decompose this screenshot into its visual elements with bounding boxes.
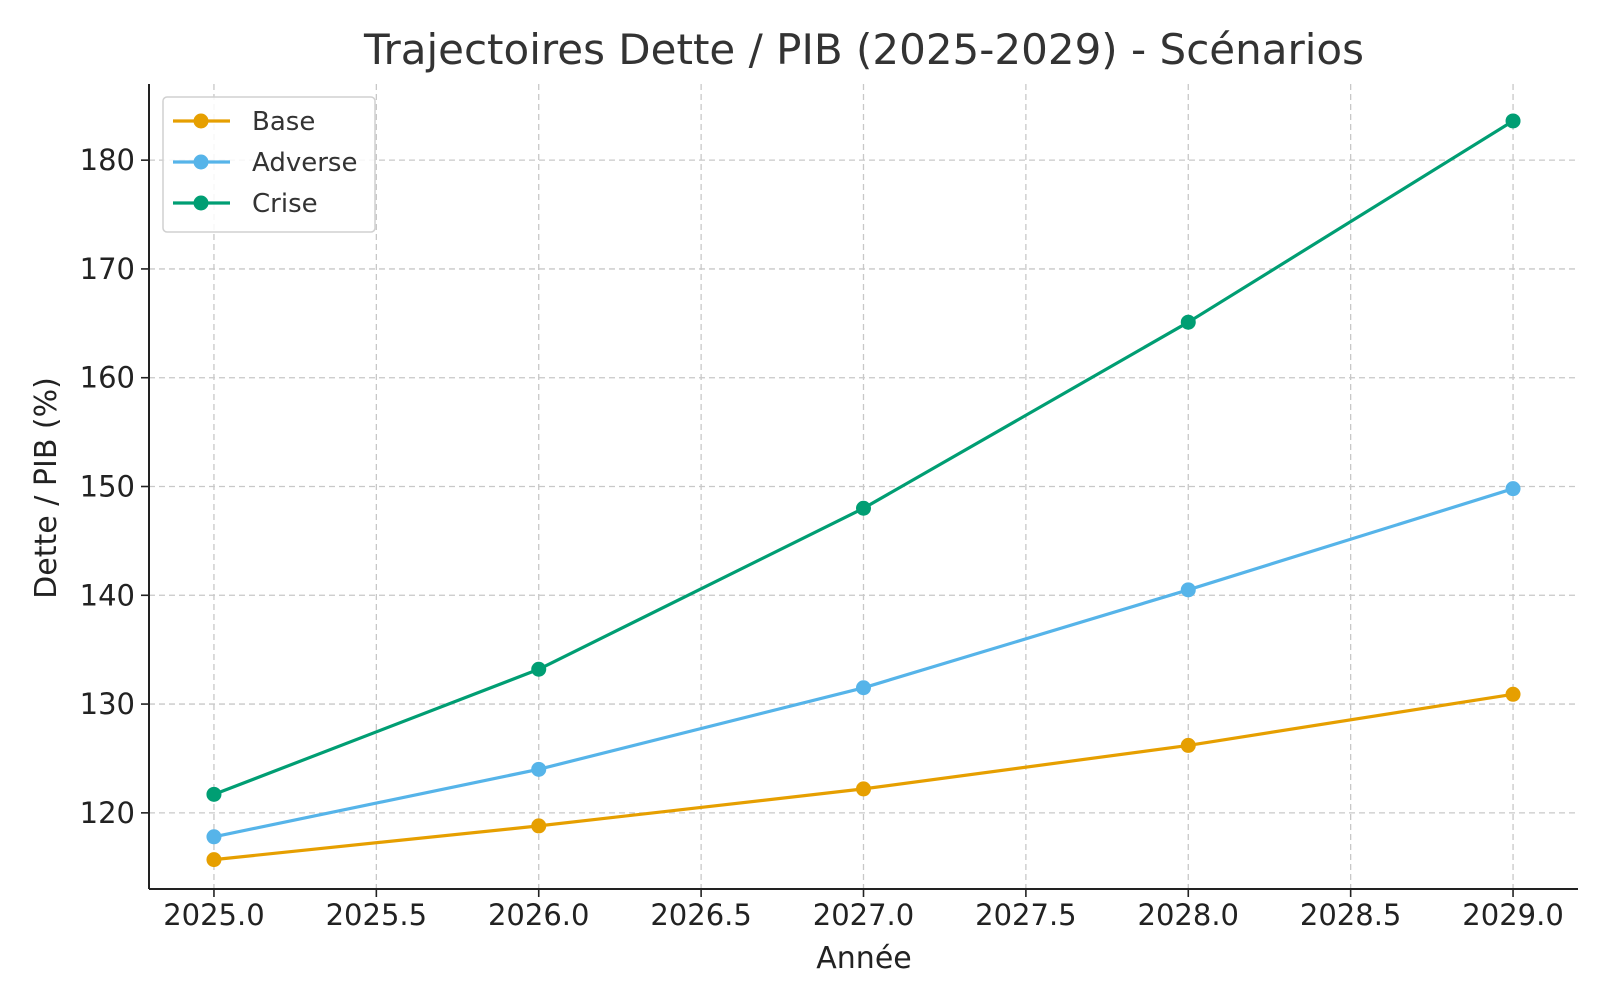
data-point-adverse: [856, 680, 871, 696]
x-tick-label: 2026.0: [488, 898, 589, 932]
y-tick-label: 140: [80, 578, 135, 612]
y-tick-label: 130: [80, 687, 135, 721]
legend-box: [162, 96, 376, 233]
data-point-adverse: [1505, 481, 1521, 497]
series-lines: [206, 113, 1521, 868]
data-point-base: [531, 818, 547, 834]
x-axis-label: Année: [816, 941, 911, 976]
data-point-base: [856, 781, 871, 797]
x-tick-label: 2027.5: [975, 898, 1076, 932]
x-tick-label: 2025.0: [163, 898, 264, 932]
legend-label-adverse: Adverse: [252, 148, 357, 178]
y-tick-label: 120: [80, 796, 135, 830]
legend-marker-adverse: [193, 154, 209, 170]
y-tick-label: 170: [80, 252, 135, 286]
x-tick-label: 2027.0: [813, 898, 914, 932]
legend-label-base: Base: [252, 107, 315, 137]
data-point-base: [1505, 686, 1521, 702]
x-tick-label: 2025.5: [326, 898, 427, 932]
grid-lines: [149, 84, 1578, 889]
y-axis-label: Dette / PIB (%): [29, 377, 64, 599]
data-point-crise: [856, 500, 871, 516]
legend: Base Adverse Crise: [162, 96, 376, 233]
x-tick-label: 2028.0: [1138, 898, 1239, 932]
legend-marker-base: [193, 113, 209, 129]
axes: 2025.0 2025.5 2026.0 2026.5 2027.0 2027.5 2028…: [80, 84, 1578, 932]
x-tick-label: 2026.5: [650, 898, 751, 932]
data-point-base: [1180, 737, 1196, 753]
data-point-crise: [206, 786, 222, 802]
data-point-crise: [531, 661, 547, 677]
legend-marker-crise: [193, 195, 209, 211]
y-tick-label: 180: [80, 143, 135, 177]
data-point-adverse: [1180, 582, 1196, 598]
y-tick-label: 150: [80, 470, 135, 504]
data-point-adverse: [531, 761, 547, 777]
data-point-adverse: [206, 829, 222, 845]
data-point-crise: [1505, 113, 1521, 129]
y-tick-label: 160: [80, 361, 135, 395]
x-tick-label: 2028.5: [1300, 898, 1401, 932]
data-point-crise: [1180, 314, 1196, 330]
x-tick-label: 2029.0: [1462, 898, 1563, 932]
chart-title: Trajectoires Dette / PIB (2025-2029) - S…: [363, 25, 1364, 74]
data-point-base: [206, 852, 222, 868]
legend-label-crise: Crise: [252, 189, 318, 219]
